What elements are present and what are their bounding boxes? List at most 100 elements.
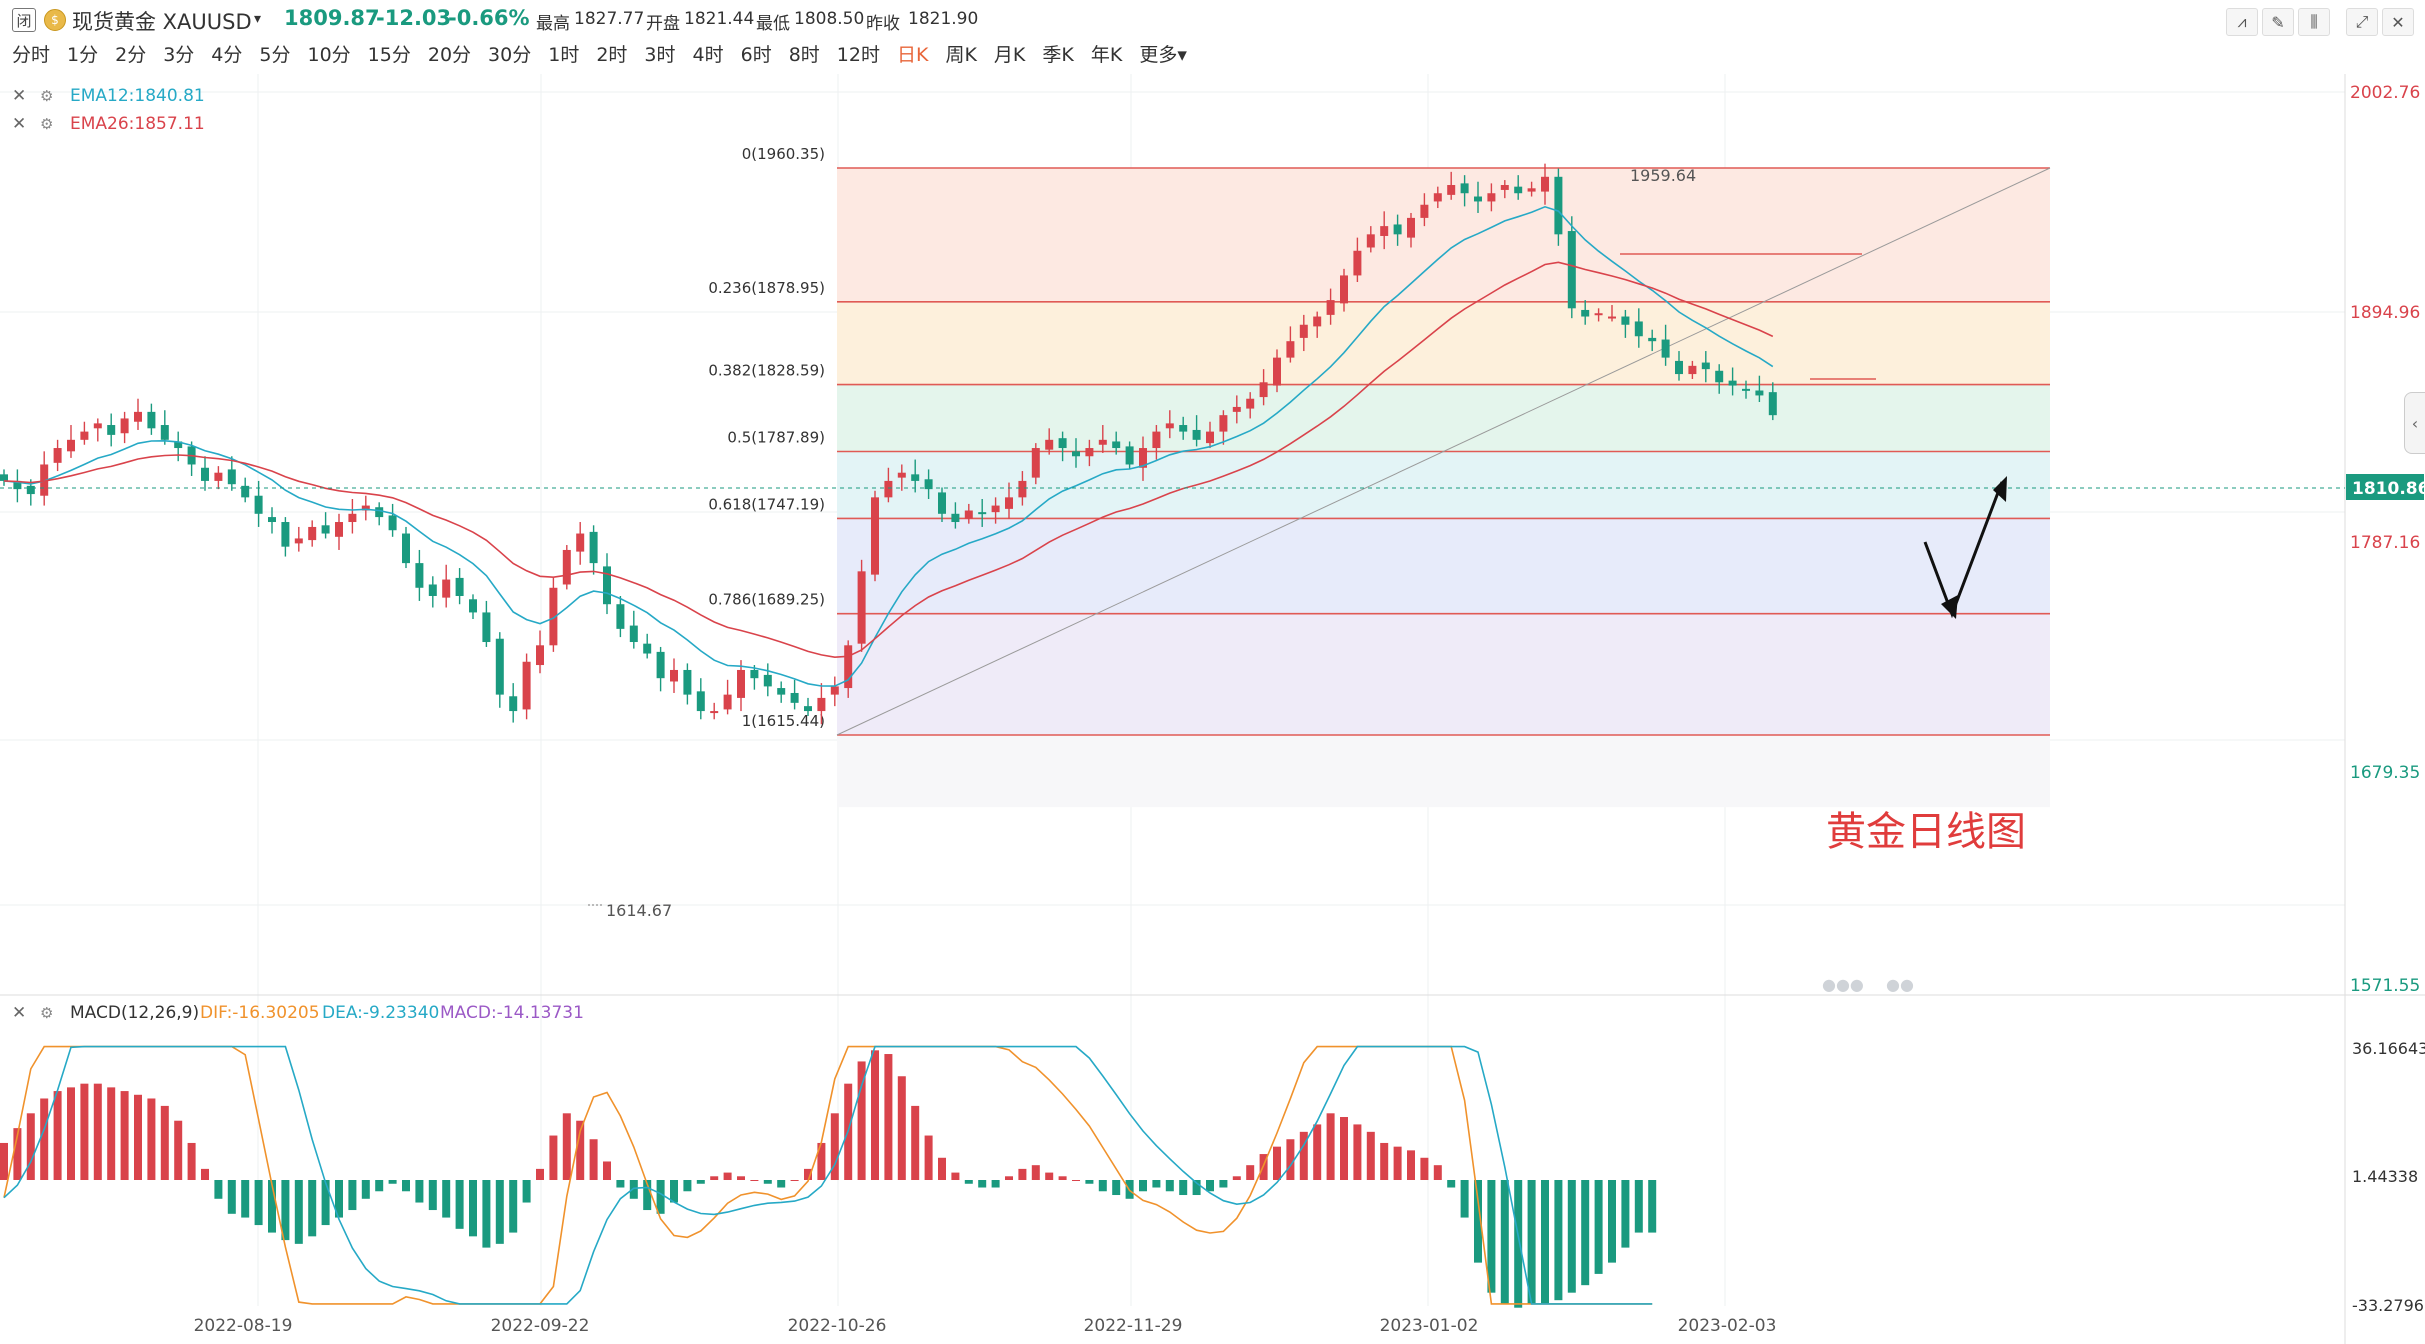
candle-body-37 — [495, 638, 504, 695]
candle-body-29 — [388, 515, 397, 531]
period-tab-15[interactable]: 8时 — [788, 44, 820, 66]
candle-body-83 — [1112, 441, 1121, 449]
macd-bar-55 — [737, 1176, 745, 1180]
period-tab-11[interactable]: 2时 — [596, 44, 628, 66]
period-tab-10[interactable]: 1时 — [548, 44, 580, 66]
candle-body-112 — [1500, 185, 1509, 190]
macd-bar-3 — [40, 1098, 49, 1180]
period-tab-4[interactable]: 4分 — [211, 44, 243, 66]
period-tab-2[interactable]: 2分 — [115, 44, 147, 66]
candle-body-49 — [656, 651, 665, 679]
macd-bar-28 — [375, 1180, 384, 1192]
candle-body-51 — [683, 669, 692, 695]
period-tab-5[interactable]: 5分 — [259, 44, 291, 66]
candle-body-114 — [1527, 188, 1536, 192]
side-panel-toggle-icon[interactable]: ‹ — [2404, 392, 2425, 454]
period-tab-9[interactable]: 30分 — [488, 44, 532, 66]
macd-bar-0 — [0, 1142, 8, 1180]
macd-bar-47 — [629, 1180, 638, 1199]
candle-body-20 — [268, 517, 276, 523]
macd-bar-1 — [13, 1128, 22, 1180]
macd-dea-label: DEA:-9.23340 — [322, 1003, 439, 1023]
candle-body-129 — [1728, 380, 1737, 386]
period-tab-14[interactable]: 6时 — [740, 44, 772, 66]
candle-body-56 — [750, 669, 759, 679]
ema26-label: EMA26:1857.11 — [70, 114, 205, 134]
high-price-label: 1959.64 — [1630, 166, 1696, 185]
x-axis-label-2: 2022-10-26 — [788, 1316, 887, 1336]
macd-bar-115 — [1541, 1180, 1549, 1304]
fullscreen-icon[interactable]: ⤢ — [2346, 8, 2378, 36]
candle-body-131 — [1755, 390, 1764, 396]
candle-body-90 — [1206, 431, 1214, 444]
close-icon[interactable]: ✕ — [2382, 8, 2414, 36]
fib-label-2: 0.382(1828.59) — [708, 362, 825, 380]
period-tab-0[interactable]: 分时 — [12, 44, 51, 66]
close-panel-icon[interactable]: 闭 — [12, 8, 36, 32]
macd-bar-39 — [522, 1180, 531, 1203]
period-tab-18[interactable]: 周K — [945, 44, 977, 66]
candle-body-59 — [790, 692, 799, 703]
candle-body-87 — [1165, 423, 1174, 429]
candle-body-113 — [1514, 186, 1523, 194]
macd-bar-101 — [1353, 1124, 1362, 1180]
macd-bar-92 — [1232, 1176, 1241, 1180]
candle-body-70 — [938, 492, 946, 514]
macd-bar-32 — [428, 1180, 437, 1211]
period-tab-17[interactable]: 日K — [896, 44, 929, 66]
period-tab-3[interactable]: 3分 — [163, 44, 195, 66]
period-tab-8[interactable]: 20分 — [427, 44, 472, 66]
period-tab-12[interactable]: 3时 — [644, 44, 676, 66]
gold-daily-chart[interactable]: 0(1960.35) 0.236(1878.95) 0.382(1828.59) 0.… — [0, 74, 2425, 1344]
macd-bar-13 — [174, 1120, 183, 1180]
candle-body-61 — [817, 697, 826, 712]
symbol-name[interactable]: 现货黄金 XAUUSD — [72, 10, 252, 34]
x-axis-label-3: 2022-11-29 — [1084, 1316, 1183, 1336]
macd-bar-9 — [120, 1091, 129, 1180]
ema26-settings-icon: ⚙ — [40, 115, 53, 133]
candle-body-110 — [1474, 196, 1482, 202]
candle-body-45 — [603, 566, 611, 605]
period-tab-19[interactable]: 月K — [993, 44, 1026, 66]
period-tab-22[interactable]: 更多▾ — [1139, 44, 1187, 66]
fib-label-3: 0.5(1787.89) — [727, 429, 825, 447]
last-price: 1809.87 — [284, 6, 380, 30]
macd-bar-108 — [1447, 1180, 1456, 1188]
line-chart-icon[interactable]: ⩘ — [2226, 8, 2258, 36]
candle-body-85 — [1139, 448, 1147, 468]
candle-body-128 — [1715, 370, 1724, 383]
macd-bar-73 — [978, 1180, 987, 1188]
period-tab-20[interactable]: 季K — [1042, 44, 1074, 66]
macd-bar-15 — [201, 1168, 209, 1180]
fib-zone-2 — [837, 384, 2050, 452]
stat-open-value: 1821.44 — [684, 9, 755, 29]
period-tab-16[interactable]: 12时 — [836, 44, 880, 66]
symbol-dropdown-icon[interactable]: ▾ — [254, 11, 262, 27]
macd-bar-107 — [1433, 1165, 1442, 1180]
candle-body-132 — [1768, 392, 1777, 416]
candle-icon[interactable]: ⫼ — [2298, 8, 2330, 36]
ema26-line — [3, 261, 1774, 659]
macd-bar-61 — [817, 1142, 826, 1180]
macd-bar-110 — [1474, 1180, 1482, 1263]
candle-body-127 — [1701, 362, 1710, 370]
macd-bar-65 — [871, 1050, 879, 1180]
candle-body-40 — [536, 645, 544, 666]
period-tab-13[interactable]: 4时 — [692, 44, 724, 66]
fib-zone-4 — [837, 518, 2050, 614]
period-tab-21[interactable]: 年K — [1090, 44, 1123, 66]
macd-bar-59 — [790, 1180, 799, 1181]
macd-bar-71 — [951, 1172, 960, 1180]
candle-body-44 — [589, 531, 598, 564]
draw-icon[interactable]: ✎ — [2262, 8, 2294, 36]
candle-body-88 — [1179, 425, 1188, 432]
period-tab-1[interactable]: 1分 — [67, 44, 99, 66]
macd-bar-96 — [1286, 1139, 1295, 1180]
period-tab-6[interactable]: 10分 — [307, 44, 351, 66]
macd-bar-6 — [80, 1083, 89, 1180]
macd-bar-102 — [1366, 1131, 1375, 1180]
macd-bar-100 — [1340, 1117, 1348, 1180]
period-tab-7[interactable]: 15分 — [367, 44, 411, 66]
macd-bar-37 — [495, 1180, 504, 1244]
candle-body-32 — [428, 584, 437, 596]
